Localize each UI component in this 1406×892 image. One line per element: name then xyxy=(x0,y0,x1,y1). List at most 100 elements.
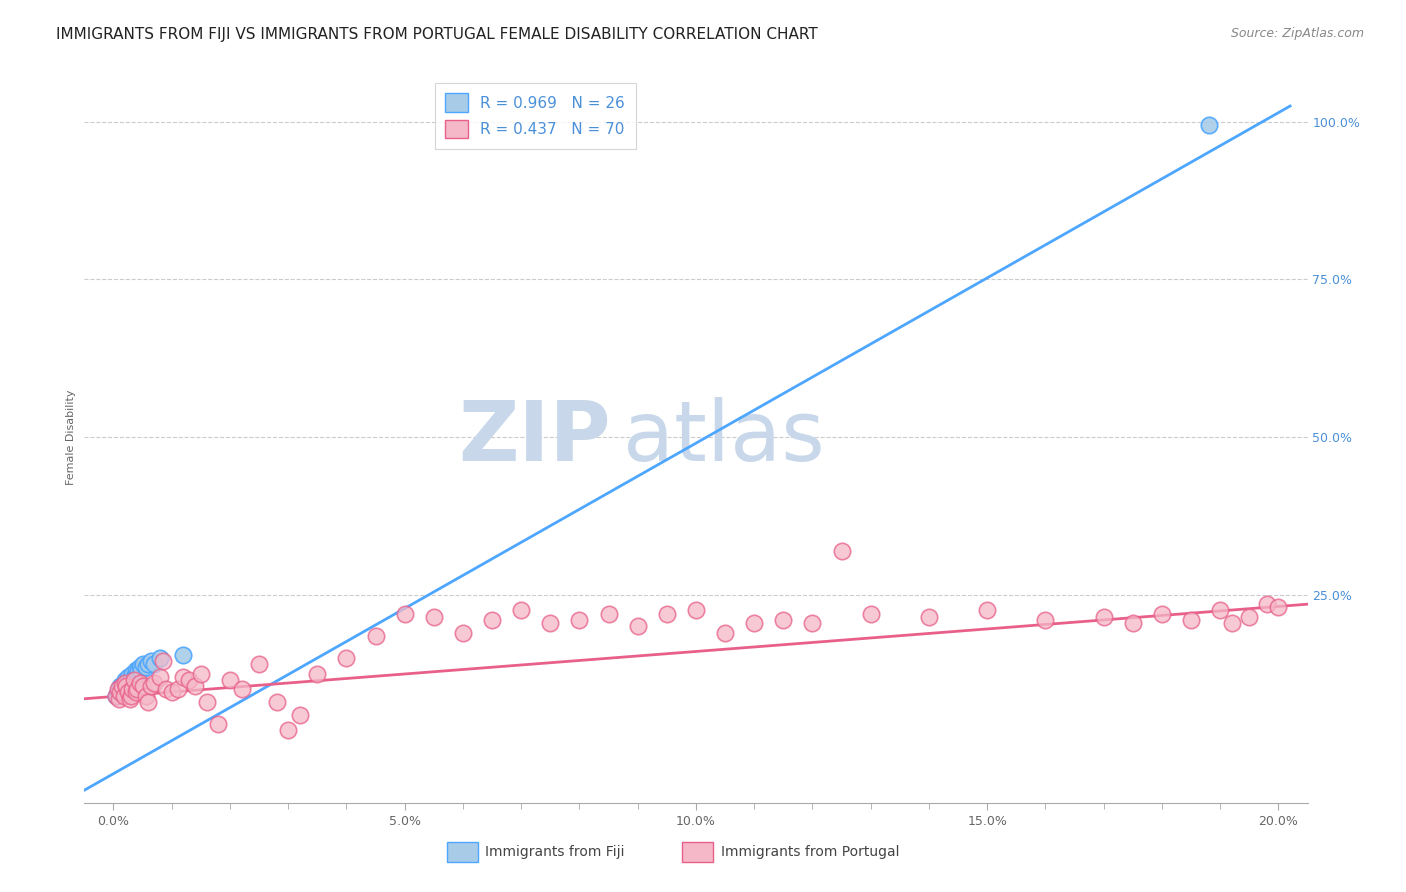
Legend: R = 0.969   N = 26, R = 0.437   N = 70: R = 0.969 N = 26, R = 0.437 N = 70 xyxy=(434,83,636,149)
Point xyxy=(195,695,218,709)
Point xyxy=(247,657,270,671)
Point xyxy=(219,673,242,687)
Text: ZIP: ZIP xyxy=(458,397,610,477)
Point xyxy=(481,613,503,627)
Point xyxy=(128,676,150,690)
Point xyxy=(122,670,145,684)
Point xyxy=(1256,597,1278,611)
Point xyxy=(112,676,135,690)
Point xyxy=(1239,609,1261,624)
Point xyxy=(131,664,153,678)
Point xyxy=(277,723,299,738)
Point xyxy=(423,609,446,624)
Point xyxy=(1198,118,1220,132)
Point xyxy=(742,616,765,631)
Point xyxy=(127,664,149,678)
Point xyxy=(122,673,145,687)
Point xyxy=(685,603,707,617)
Point xyxy=(118,673,141,687)
Text: Source: ZipAtlas.com: Source: ZipAtlas.com xyxy=(1230,27,1364,40)
Point xyxy=(918,609,941,624)
Point xyxy=(112,689,135,703)
Point xyxy=(115,679,138,693)
Point xyxy=(138,657,160,671)
Y-axis label: Female Disability: Female Disability xyxy=(66,389,76,485)
Text: Immigrants from Portugal: Immigrants from Portugal xyxy=(721,845,900,859)
Point xyxy=(714,625,737,640)
Point xyxy=(190,666,212,681)
Point xyxy=(976,603,998,617)
Point xyxy=(627,619,650,633)
Point xyxy=(120,670,142,684)
Text: IMMIGRANTS FROM FIJI VS IMMIGRANTS FROM PORTUGAL FEMALE DISABILITY CORRELATION C: IMMIGRANTS FROM FIJI VS IMMIGRANTS FROM … xyxy=(56,27,818,42)
Point xyxy=(1209,603,1232,617)
Point xyxy=(108,691,131,706)
Point xyxy=(143,676,166,690)
Point xyxy=(166,682,188,697)
Point xyxy=(538,616,561,631)
Point xyxy=(108,682,131,697)
Point xyxy=(121,666,143,681)
Point xyxy=(184,679,207,693)
Point xyxy=(1267,600,1289,615)
Point xyxy=(172,670,194,684)
Point xyxy=(172,648,194,662)
Point xyxy=(138,695,160,709)
Point xyxy=(149,670,172,684)
Point xyxy=(364,629,387,643)
Point xyxy=(110,685,132,699)
Point xyxy=(135,660,157,674)
Point xyxy=(510,603,533,617)
Point xyxy=(141,679,163,693)
Point xyxy=(107,685,129,699)
Point xyxy=(179,673,201,687)
Point xyxy=(451,625,474,640)
Point xyxy=(114,676,136,690)
Point xyxy=(655,607,678,621)
Point xyxy=(859,607,882,621)
Point xyxy=(231,682,253,697)
Point xyxy=(1092,609,1115,624)
Point xyxy=(124,664,146,678)
Point xyxy=(105,689,128,703)
Point xyxy=(125,682,148,697)
Point xyxy=(307,666,329,681)
Point xyxy=(111,682,134,697)
Point xyxy=(1150,607,1173,621)
Point xyxy=(1035,613,1057,627)
Point xyxy=(801,616,824,631)
Point xyxy=(288,707,311,722)
Point xyxy=(107,682,129,697)
Point xyxy=(131,679,153,693)
Point xyxy=(149,650,172,665)
Point xyxy=(120,689,142,703)
Point xyxy=(115,676,138,690)
Point xyxy=(117,670,139,684)
Point xyxy=(111,679,134,693)
Point xyxy=(598,607,620,621)
Point xyxy=(131,657,153,671)
Point xyxy=(1180,613,1202,627)
Point xyxy=(124,685,146,699)
Point xyxy=(568,613,591,627)
Point xyxy=(772,613,794,627)
Text: Immigrants from Fiji: Immigrants from Fiji xyxy=(485,845,624,859)
Point xyxy=(128,660,150,674)
Point xyxy=(152,654,174,668)
Point xyxy=(335,650,357,665)
Point xyxy=(143,657,166,671)
Point xyxy=(125,666,148,681)
Point xyxy=(155,682,177,697)
Point xyxy=(1122,616,1144,631)
Point xyxy=(114,673,136,687)
Point xyxy=(135,689,157,703)
Point xyxy=(110,679,132,693)
Point xyxy=(121,682,143,697)
Point xyxy=(117,685,139,699)
Point xyxy=(1220,616,1243,631)
Point xyxy=(394,607,416,621)
Point xyxy=(207,717,229,731)
Point xyxy=(105,689,128,703)
Point xyxy=(160,685,183,699)
Point xyxy=(141,654,163,668)
